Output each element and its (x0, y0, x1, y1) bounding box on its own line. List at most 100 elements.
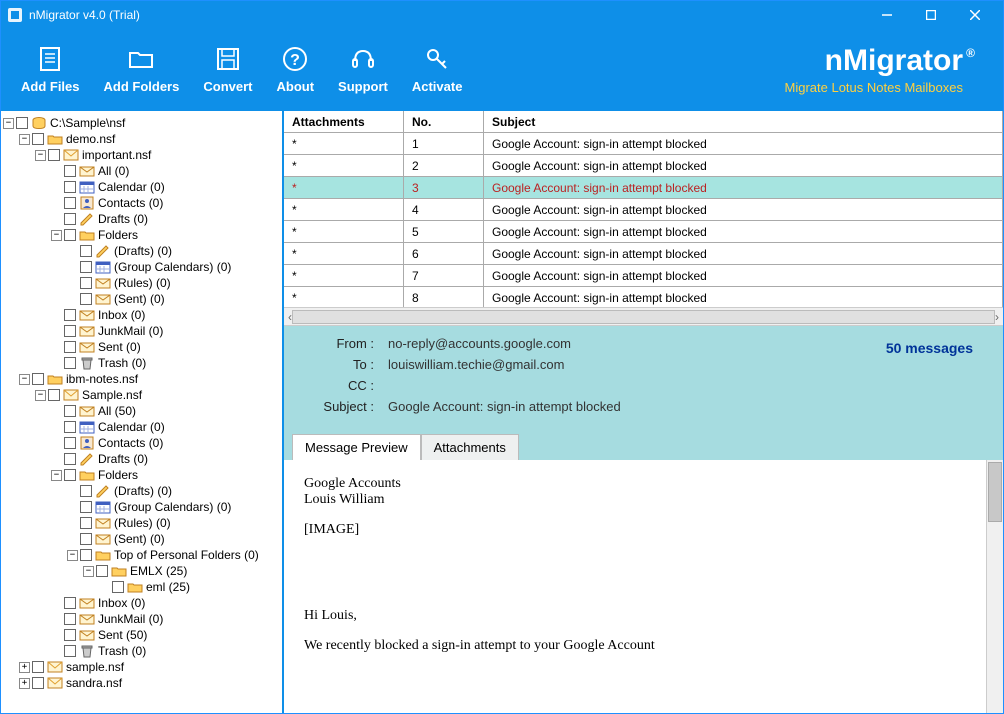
checkbox[interactable] (64, 453, 76, 465)
tree-node[interactable]: (Sent) (0) (3, 291, 280, 307)
checkbox[interactable] (32, 677, 44, 689)
checkbox[interactable] (80, 277, 92, 289)
checkbox[interactable] (80, 533, 92, 545)
tree-node[interactable]: Contacts (0) (3, 435, 280, 451)
checkbox[interactable] (48, 149, 60, 161)
table-row[interactable]: *1Google Account: sign-in attempt blocke… (284, 133, 1003, 155)
checkbox[interactable] (64, 181, 76, 193)
tree-node[interactable]: (Sent) (0) (3, 531, 280, 547)
toggle-icon[interactable]: − (3, 118, 14, 129)
col-attachments[interactable]: Attachments (284, 111, 404, 132)
tree-node[interactable]: −EMLX (25) (3, 563, 280, 579)
checkbox[interactable] (64, 165, 76, 177)
folder-tree[interactable]: −C:\Sample\nsf−demo.nsf−important.nsf All… (1, 111, 284, 713)
tree-node[interactable]: (Group Calendars) (0) (3, 499, 280, 515)
checkbox[interactable] (64, 597, 76, 609)
col-subject[interactable]: Subject (484, 111, 1003, 132)
checkbox[interactable] (64, 229, 76, 241)
tree-node[interactable]: (Drafts) (0) (3, 243, 280, 259)
checkbox[interactable] (112, 581, 124, 593)
toggle-icon[interactable]: + (19, 662, 30, 673)
checkbox[interactable] (80, 501, 92, 513)
grid-body[interactable]: *1Google Account: sign-in attempt blocke… (284, 133, 1003, 307)
tab-message-preview[interactable]: Message Preview (292, 434, 421, 460)
checkbox[interactable] (80, 293, 92, 305)
toggle-icon[interactable]: − (35, 150, 46, 161)
checkbox[interactable] (64, 645, 76, 657)
tree-node[interactable]: −demo.nsf (3, 131, 280, 147)
tree-node[interactable]: −Sample.nsf (3, 387, 280, 403)
about-button[interactable]: ? About (276, 45, 314, 94)
toggle-icon[interactable]: − (51, 230, 62, 241)
tree-node[interactable]: eml (25) (3, 579, 280, 595)
tree-node[interactable]: −ibm-notes.nsf (3, 371, 280, 387)
table-row[interactable]: *6Google Account: sign-in attempt blocke… (284, 243, 1003, 265)
maximize-button[interactable] (909, 1, 953, 29)
tree-node[interactable]: JunkMail (0) (3, 611, 280, 627)
checkbox[interactable] (64, 405, 76, 417)
convert-button[interactable]: Convert (203, 45, 252, 94)
checkbox[interactable] (80, 485, 92, 497)
checkbox[interactable] (80, 517, 92, 529)
checkbox[interactable] (96, 565, 108, 577)
checkbox[interactable] (64, 341, 76, 353)
checkbox[interactable] (64, 629, 76, 641)
checkbox[interactable] (80, 549, 92, 561)
tab-attachments[interactable]: Attachments (421, 434, 519, 460)
tree-node[interactable]: (Group Calendars) (0) (3, 259, 280, 275)
tree-node[interactable]: All (50) (3, 403, 280, 419)
tree-node[interactable]: Drafts (0) (3, 451, 280, 467)
checkbox[interactable] (32, 661, 44, 673)
minimize-button[interactable] (865, 1, 909, 29)
activate-button[interactable]: Activate (412, 45, 463, 94)
tree-node[interactable]: (Rules) (0) (3, 515, 280, 531)
tree-node[interactable]: −C:\Sample\nsf (3, 115, 280, 131)
tree-node[interactable]: Calendar (0) (3, 419, 280, 435)
tree-node[interactable]: Drafts (0) (3, 211, 280, 227)
tree-node[interactable]: Calendar (0) (3, 179, 280, 195)
horizontal-scrollbar[interactable]: ‹› (284, 307, 1003, 325)
table-row[interactable]: *5Google Account: sign-in attempt blocke… (284, 221, 1003, 243)
table-row[interactable]: *4Google Account: sign-in attempt blocke… (284, 199, 1003, 221)
vertical-scrollbar[interactable] (986, 460, 1003, 713)
checkbox[interactable] (32, 133, 44, 145)
checkbox[interactable] (64, 469, 76, 481)
table-row[interactable]: *2Google Account: sign-in attempt blocke… (284, 155, 1003, 177)
toggle-icon[interactable]: − (67, 550, 78, 561)
table-row[interactable]: *8Google Account: sign-in attempt blocke… (284, 287, 1003, 307)
tree-node[interactable]: −Folders (3, 467, 280, 483)
tree-node[interactable]: JunkMail (0) (3, 323, 280, 339)
checkbox[interactable] (48, 389, 60, 401)
add-folders-button[interactable]: Add Folders (104, 45, 180, 94)
checkbox[interactable] (64, 213, 76, 225)
col-no[interactable]: No. (404, 111, 484, 132)
checkbox[interactable] (64, 421, 76, 433)
close-button[interactable] (953, 1, 997, 29)
checkbox[interactable] (64, 437, 76, 449)
table-row[interactable]: *3Google Account: sign-in attempt blocke… (284, 177, 1003, 199)
tree-node[interactable]: Inbox (0) (3, 595, 280, 611)
checkbox[interactable] (64, 325, 76, 337)
add-files-button[interactable]: Add Files (21, 45, 80, 94)
tree-node[interactable]: Sent (50) (3, 627, 280, 643)
toggle-icon[interactable]: − (51, 470, 62, 481)
tree-node[interactable]: (Drafts) (0) (3, 483, 280, 499)
tree-node[interactable]: +sample.nsf (3, 659, 280, 675)
table-row[interactable]: *7Google Account: sign-in attempt blocke… (284, 265, 1003, 287)
tree-node[interactable]: −Folders (3, 227, 280, 243)
checkbox[interactable] (64, 197, 76, 209)
tree-node[interactable]: Sent (0) (3, 339, 280, 355)
support-button[interactable]: Support (338, 45, 388, 94)
tree-node[interactable]: Inbox (0) (3, 307, 280, 323)
checkbox[interactable] (64, 613, 76, 625)
tree-node[interactable]: +sandra.nsf (3, 675, 280, 691)
toggle-icon[interactable]: − (19, 134, 30, 145)
tree-node[interactable]: −important.nsf (3, 147, 280, 163)
tree-node[interactable]: Trash (0) (3, 643, 280, 659)
toggle-icon[interactable]: − (35, 390, 46, 401)
checkbox[interactable] (64, 357, 76, 369)
toggle-icon[interactable]: − (83, 566, 94, 577)
checkbox[interactable] (16, 117, 28, 129)
tree-node[interactable]: −Top of Personal Folders (0) (3, 547, 280, 563)
checkbox[interactable] (32, 373, 44, 385)
